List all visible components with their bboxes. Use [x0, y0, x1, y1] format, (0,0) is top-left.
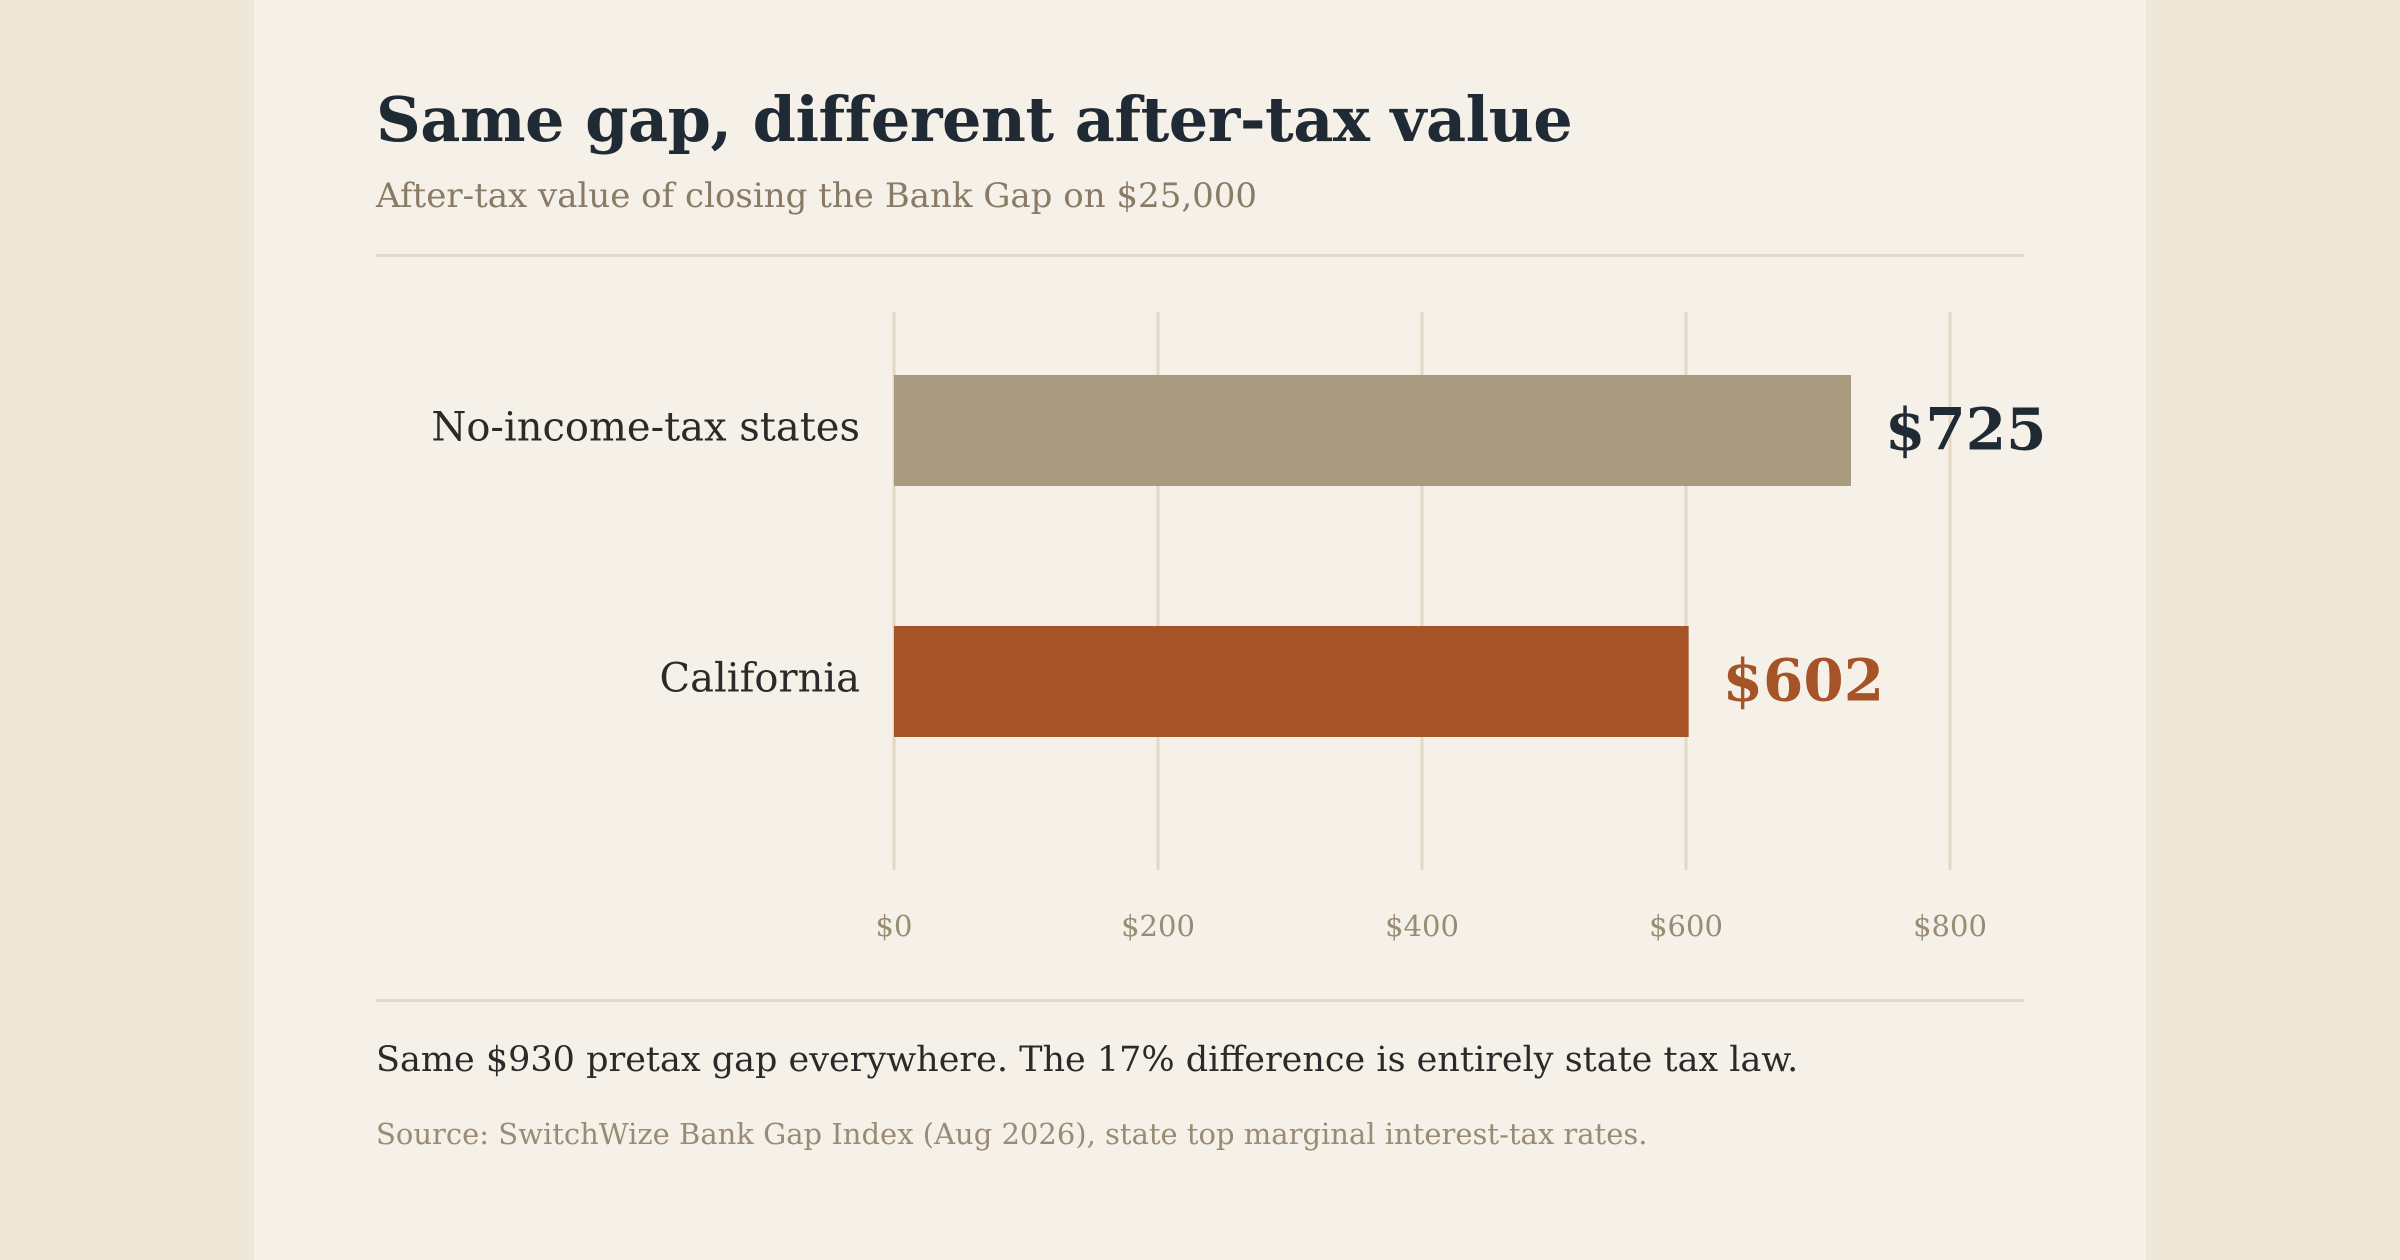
category-label: No-income-tax states	[431, 405, 860, 451]
chart-subtitle: After-tax value of closing the Bank Gap …	[376, 176, 1258, 216]
value-label: $602	[1723, 647, 1884, 715]
top-divider	[376, 254, 2024, 257]
chart-source: Source: SwitchWize Bank Gap Index (Aug 2…	[376, 1117, 1648, 1151]
bar	[894, 375, 1851, 486]
x-tick-label: $600	[1649, 909, 1723, 943]
x-tick-label: $0	[876, 909, 913, 943]
x-tick-label: $200	[1121, 909, 1195, 943]
labels-layer: No-income-tax states $725 California $602	[431, 396, 2046, 715]
value-label: $725	[1885, 396, 2046, 464]
x-tick-label: $800	[1913, 909, 1987, 943]
chart-title: Same gap, different after-tax value	[376, 83, 1573, 156]
bars-layer	[894, 375, 1851, 737]
ticks-layer: $0 $200 $400 $600 $800	[876, 909, 1987, 943]
bar	[894, 626, 1689, 737]
x-tick-label: $400	[1385, 909, 1459, 943]
category-label: California	[660, 656, 860, 702]
bottom-divider	[376, 999, 2024, 1002]
chart-note: Same $930 pretax gap everywhere. The 17%…	[376, 1040, 1799, 1080]
